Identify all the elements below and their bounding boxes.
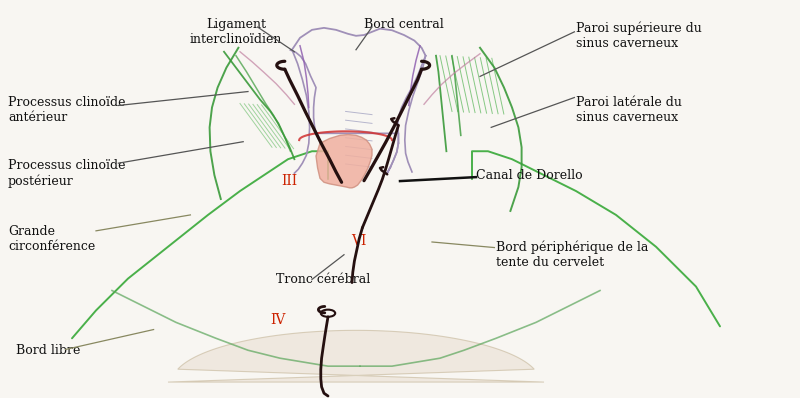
Text: Processus clinoïde
antérieur: Processus clinoïde antérieur	[8, 96, 126, 123]
Text: Paroi latérale du
sinus caverneux: Paroi latérale du sinus caverneux	[576, 96, 682, 123]
Text: Bord périphérique de la
tente du cervelet: Bord périphérique de la tente du cervele…	[496, 241, 648, 269]
Text: Paroi supérieure du
sinus caverneux: Paroi supérieure du sinus caverneux	[576, 22, 702, 51]
Text: III: III	[282, 174, 298, 188]
Text: Canal de Dorello: Canal de Dorello	[476, 169, 582, 182]
Text: Ligament
interclinoïdien: Ligament interclinoïdien	[190, 18, 282, 46]
Text: Tronc cérébral: Tronc cérébral	[276, 273, 370, 286]
Text: Grande
circonférence: Grande circonférence	[8, 225, 95, 253]
Text: IV: IV	[270, 313, 286, 328]
Text: Processus clinoïde
postérieur: Processus clinoïde postérieur	[8, 159, 126, 188]
Polygon shape	[316, 135, 372, 188]
Text: Bord central: Bord central	[364, 18, 444, 31]
Text: Bord libre: Bord libre	[16, 344, 80, 357]
Polygon shape	[168, 330, 544, 382]
Text: VI: VI	[350, 234, 366, 248]
